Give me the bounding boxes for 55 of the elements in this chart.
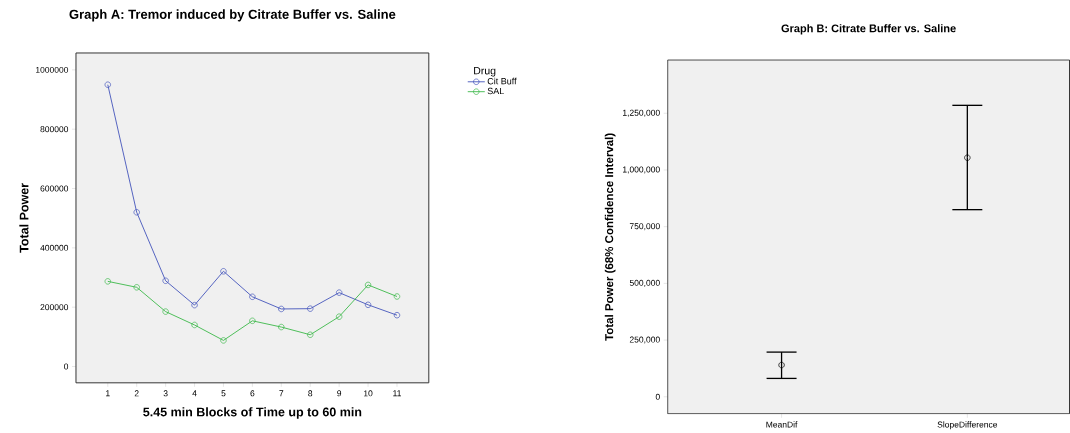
point <box>307 331 314 339</box>
x-tick-label: 11 <box>393 390 401 397</box>
y-tick-label: 1000000 <box>36 67 69 74</box>
x-tick-label: 5 <box>221 390 226 397</box>
point <box>220 337 227 344</box>
y-tick-label: 500,000 <box>629 280 660 288</box>
point <box>307 305 314 313</box>
point <box>104 81 111 89</box>
y-tick-label: 1,250,000 <box>623 109 660 117</box>
x-tick-label: MeanDif <box>766 421 798 428</box>
legend-label: SAL <box>487 88 504 95</box>
point <box>133 209 140 216</box>
x-tick-label: 6 <box>250 390 255 397</box>
point <box>191 302 198 309</box>
x-tick-label: 10 <box>363 390 373 397</box>
y-tick-label: 750,000 <box>629 223 660 231</box>
y-tick-label: 0 <box>64 363 69 370</box>
point <box>336 289 343 296</box>
y-tick-label: 600000 <box>40 185 69 192</box>
point <box>133 284 140 291</box>
x-tick-label: 2 <box>134 390 139 397</box>
x-tick-label: 4 <box>192 390 197 397</box>
y-tick-label: 400000 <box>40 245 69 252</box>
x-tick-label: 9 <box>337 390 342 397</box>
point <box>278 306 285 313</box>
chart-title: Graph A: Tremor induced by Citrate Buffer vs. Saline <box>69 9 396 22</box>
y-axis-title: Total Power (68% Confidence Interval) <box>604 133 616 341</box>
point <box>364 301 372 309</box>
legend-title: Drug <box>474 67 496 77</box>
x-tick-label: 8 <box>308 390 313 397</box>
point <box>249 317 256 325</box>
y-tick-label: 0 <box>655 393 660 400</box>
x-tick-label: 1 <box>106 390 110 397</box>
point <box>393 293 401 300</box>
y-axis-title: Total Power <box>19 183 29 253</box>
point <box>162 308 169 315</box>
point <box>191 322 198 329</box>
x-tick-label: 7 <box>279 390 284 397</box>
point <box>364 281 372 289</box>
legend-label: Cit Buff <box>487 77 517 85</box>
point <box>220 268 227 275</box>
y-tick-label: 200000 <box>40 304 69 311</box>
chart-title: Graph B: Citrate Buffer vs. Saline <box>781 24 956 35</box>
y-tick-label: 1,000,000 <box>623 166 660 174</box>
x-tick-label: 3 <box>163 390 168 397</box>
y-tick-label: 800000 <box>40 126 69 133</box>
y-tick-label: 250,000 <box>629 336 660 344</box>
point <box>393 312 401 319</box>
x-axis-title: 5.45 min Blocks of Time up to 60 min <box>143 407 362 420</box>
point <box>104 278 111 285</box>
point <box>249 293 256 301</box>
point <box>278 324 285 331</box>
point <box>162 277 169 285</box>
x-tick-label: SlopeDifference <box>937 421 998 430</box>
point <box>336 313 343 321</box>
